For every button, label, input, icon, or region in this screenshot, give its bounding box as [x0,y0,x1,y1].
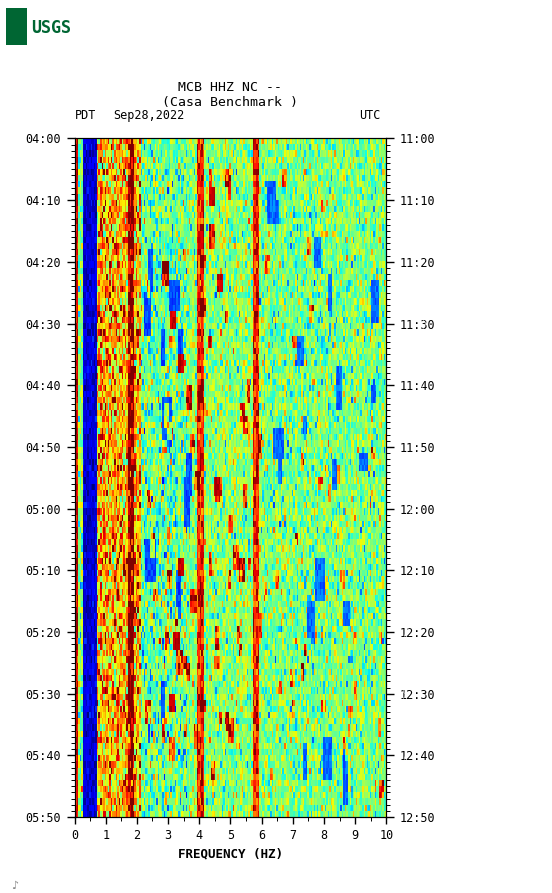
Text: PDT: PDT [75,109,96,122]
X-axis label: FREQUENCY (HZ): FREQUENCY (HZ) [178,847,283,861]
Text: Sep28,2022: Sep28,2022 [113,109,184,122]
Bar [6,8,27,45]
Text: (Casa Benchmark ): (Casa Benchmark ) [162,96,299,109]
Text: ♪: ♪ [11,880,18,890]
Text: UTC: UTC [359,109,381,122]
Text: MCB HHZ NC --: MCB HHZ NC -- [178,80,283,94]
Text: USGS: USGS [31,19,71,37]
